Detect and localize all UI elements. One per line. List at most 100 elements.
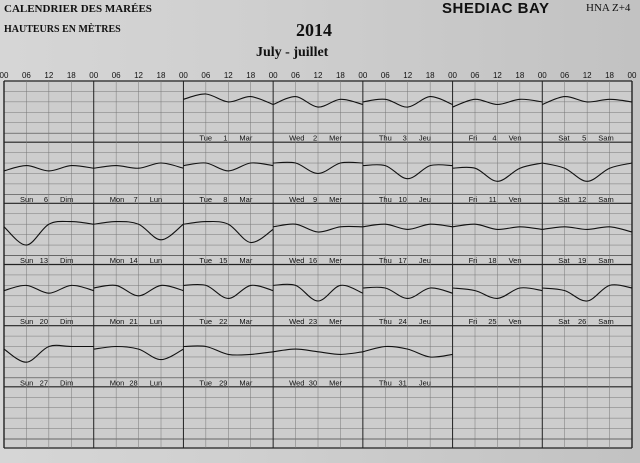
hour-tick-label: 18 bbox=[67, 71, 76, 80]
tide-curve-day-27 bbox=[3, 344, 94, 363]
day-label-en: Fri bbox=[469, 317, 478, 326]
day-label-number: 3 bbox=[403, 134, 407, 143]
tide-curve-day-29 bbox=[183, 345, 274, 356]
day-label-number: 24 bbox=[399, 317, 407, 326]
hour-tick-label: 12 bbox=[403, 71, 412, 80]
day-label-en: Mon bbox=[110, 317, 125, 326]
tide-curve-day-1 bbox=[183, 93, 274, 106]
day-label-en: Wed bbox=[289, 195, 304, 204]
day-label-number: 27 bbox=[40, 378, 48, 387]
day-label-number: 13 bbox=[40, 256, 48, 265]
day-label-fr: Dim bbox=[60, 378, 73, 387]
tide-curve-day-3 bbox=[362, 96, 453, 108]
day-label-fr: Mar bbox=[239, 378, 252, 387]
day-label-en: Thu bbox=[379, 378, 392, 387]
tide-curve-day-23 bbox=[273, 283, 364, 302]
day-label-number: 23 bbox=[309, 317, 317, 326]
hour-tick-label: 00 bbox=[0, 71, 9, 80]
tide-curve-day-10 bbox=[362, 164, 453, 180]
day-label-number: 28 bbox=[129, 378, 137, 387]
hour-tick-label: 12 bbox=[44, 71, 53, 80]
tide-curve-day-14 bbox=[93, 221, 184, 241]
day-label-number: 18 bbox=[488, 256, 496, 265]
tide-curve-day-28 bbox=[93, 345, 184, 361]
day-label-en: Sat bbox=[558, 195, 570, 204]
day-label-fr: Ven bbox=[509, 134, 522, 143]
day-label-number: 20 bbox=[40, 317, 48, 326]
tide-curve-day-18 bbox=[452, 223, 543, 230]
day-label-fr: Mar bbox=[239, 256, 252, 265]
day-label-en: Sat bbox=[558, 317, 570, 326]
tide-curve-day-11 bbox=[452, 162, 543, 182]
day-label-fr: Ven bbox=[509, 195, 522, 204]
day-label-en: Mon bbox=[110, 195, 125, 204]
tide-curve-day-9 bbox=[273, 161, 363, 175]
hour-tick-label: 00 bbox=[269, 71, 278, 80]
day-label-number: 14 bbox=[129, 256, 137, 265]
day-label-en: Wed bbox=[289, 317, 304, 326]
hour-tick-label: 00 bbox=[448, 71, 457, 80]
hour-tick-label: 00 bbox=[179, 71, 188, 80]
day-label-fr: Lun bbox=[150, 317, 163, 326]
day-label-fr: Mer bbox=[329, 378, 342, 387]
day-label-en: Tue bbox=[199, 195, 212, 204]
tide-curve-day-8 bbox=[183, 162, 274, 172]
day-label-en: Fri bbox=[469, 134, 478, 143]
hour-tick-label: 18 bbox=[336, 71, 345, 80]
day-label-en: Sun bbox=[20, 195, 33, 204]
day-label-en: Sat bbox=[558, 256, 570, 265]
day-label-en: Wed bbox=[289, 378, 304, 387]
day-label-number: 9 bbox=[313, 195, 317, 204]
day-label-en: Tue bbox=[199, 134, 212, 143]
day-label-en: Sun bbox=[20, 317, 33, 326]
day-label-en: Tue bbox=[199, 317, 212, 326]
hour-tick-label: 18 bbox=[515, 71, 524, 80]
day-label-en: Wed bbox=[289, 134, 304, 143]
tide-curve-day-25 bbox=[452, 287, 543, 299]
day-label-number: 6 bbox=[44, 195, 48, 204]
tide-curve-day-22 bbox=[183, 283, 274, 299]
hour-tick-label: 06 bbox=[22, 71, 31, 80]
day-label-en: Thu bbox=[379, 317, 392, 326]
day-label-fr: Mer bbox=[329, 195, 342, 204]
day-label-number: 4 bbox=[492, 134, 496, 143]
day-label-en: Tue bbox=[199, 378, 212, 387]
time-zone-label: HNA Z+4 bbox=[586, 2, 631, 14]
hour-tick-label: 18 bbox=[605, 71, 614, 80]
day-label-number: 16 bbox=[309, 256, 317, 265]
hour-tick-label: 06 bbox=[471, 71, 480, 80]
day-label-fr: Lun bbox=[150, 256, 163, 265]
tide-curve-day-31 bbox=[362, 345, 453, 358]
hour-tick-label: 12 bbox=[583, 71, 592, 80]
hour-tick-label: 06 bbox=[201, 71, 210, 80]
day-label-number: 8 bbox=[223, 195, 227, 204]
day-label-en: Thu bbox=[379, 195, 392, 204]
day-label-number: 30 bbox=[309, 378, 317, 387]
day-label-fr: Lun bbox=[150, 378, 163, 387]
heights-subtitle-fr: HAUTEURS EN MÈTRES bbox=[4, 24, 121, 35]
tide-curve-day-19 bbox=[542, 226, 633, 233]
hour-tick-label: 06 bbox=[112, 71, 121, 80]
day-label-number: 15 bbox=[219, 256, 227, 265]
day-label-en: Thu bbox=[379, 134, 392, 143]
hour-tick-label: 12 bbox=[224, 71, 233, 80]
tide-curve-day-15 bbox=[183, 220, 274, 244]
day-label-fr: Dim bbox=[60, 256, 73, 265]
hour-tick-label: 12 bbox=[134, 71, 143, 80]
day-label-en: Tue bbox=[199, 256, 212, 265]
hour-tick-label: 00 bbox=[89, 71, 98, 80]
year-title: 2014 bbox=[296, 20, 332, 40]
day-label-fr: Jeu bbox=[419, 134, 431, 143]
day-label-number: 31 bbox=[399, 378, 407, 387]
tide-curve-day-4 bbox=[452, 98, 543, 108]
day-label-fr: Sam bbox=[598, 134, 613, 143]
tide-curve-day-20 bbox=[3, 284, 94, 294]
hour-tick-label: 18 bbox=[426, 71, 435, 80]
day-label-fr: Mer bbox=[329, 134, 342, 143]
hour-tick-label: 00 bbox=[628, 71, 637, 80]
day-label-fr: Mer bbox=[329, 256, 342, 265]
tide-curve-day-30 bbox=[273, 348, 363, 355]
day-label-fr: Dim bbox=[60, 195, 73, 204]
location-title: SHEDIAC BAY bbox=[442, 0, 550, 17]
